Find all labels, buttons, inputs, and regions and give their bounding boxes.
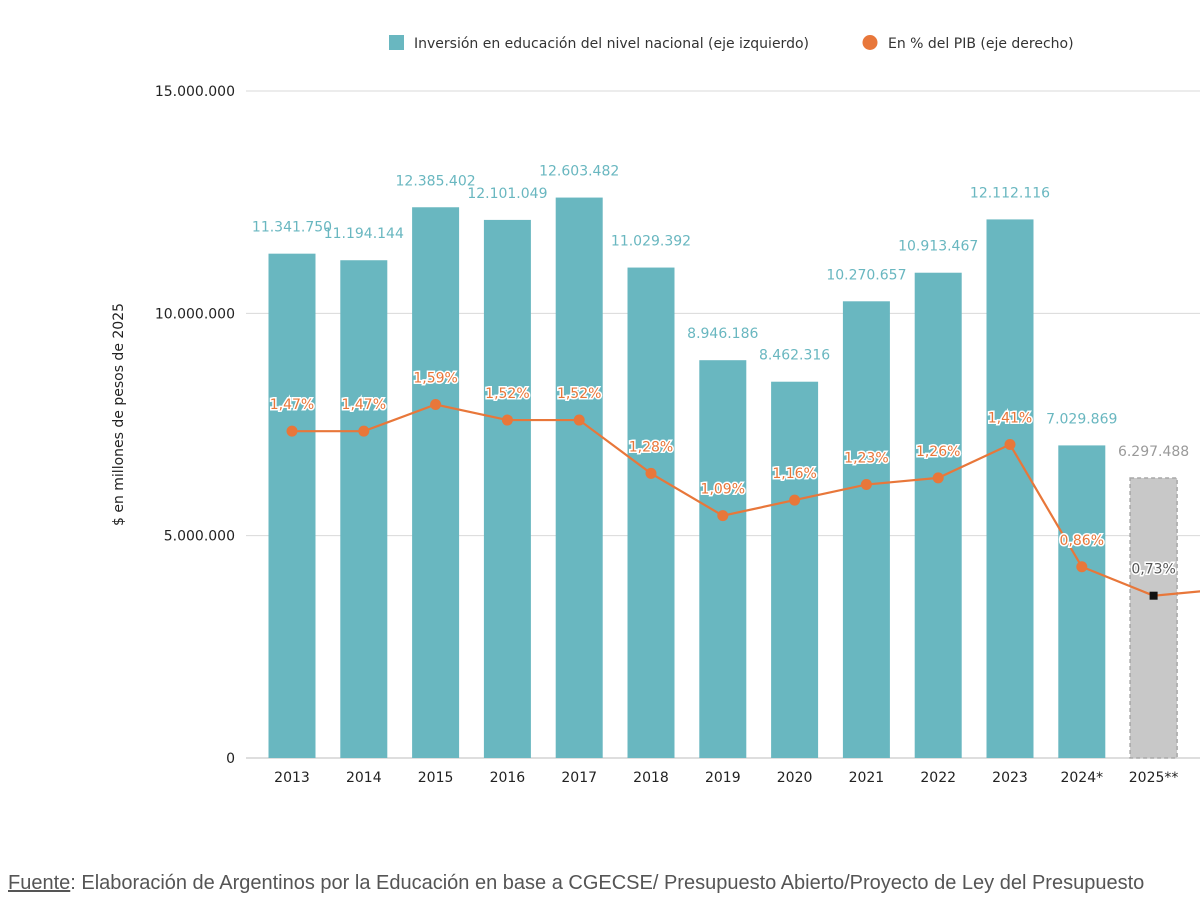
pib-label-2022: 1,26% <box>916 444 960 460</box>
bar-value-label-2018: 11.029.392 <box>611 234 691 250</box>
x-tick-label-2021: 2021 <box>849 770 885 786</box>
pib-point-2017 <box>573 414 585 426</box>
line-series <box>286 398 1200 600</box>
bar-value-label-2023: 12.112.116 <box>970 185 1050 201</box>
bar-2022 <box>914 272 962 758</box>
y-tick-label-2: 10.000.000 <box>155 306 235 322</box>
pib-label-2025: 0,73% <box>1131 562 1175 578</box>
pib-point-2014 <box>358 425 370 437</box>
bar-2018 <box>627 267 675 758</box>
y-tick-label-1: 5.000.000 <box>164 529 235 545</box>
bar-2014 <box>340 260 388 758</box>
bar-value-label-2019: 8.946.186 <box>687 326 758 342</box>
pib-point-2025 <box>1149 591 1158 600</box>
x-tick-label-2014: 2014 <box>346 770 382 786</box>
y-tick-label-0: 0 <box>226 751 235 767</box>
x-tick-label-2018: 2018 <box>633 770 669 786</box>
source-label: Fuente <box>8 872 71 894</box>
pib-point-2022 <box>932 472 944 484</box>
pib-point-2018 <box>645 467 657 479</box>
legend-swatch-inversion <box>389 35 404 50</box>
x-tick-label-2013: 2013 <box>274 770 310 786</box>
bar-2016 <box>483 219 531 759</box>
pib-point-2021 <box>860 479 872 491</box>
pib-line <box>292 403 1200 597</box>
pib-point-2023 <box>1004 439 1016 451</box>
pib-label-2015: 1,59% <box>413 370 457 386</box>
pib-label-2021: 1,23% <box>844 451 888 467</box>
bar-2020 <box>771 381 819 758</box>
pib-point-2016 <box>501 414 513 426</box>
bar-2017 <box>555 197 603 758</box>
bar-value-label-2022: 10.913.467 <box>898 239 978 255</box>
bar-2024 <box>1058 445 1106 758</box>
x-tick-label-2022: 2022 <box>920 770 956 786</box>
bar-2023 <box>986 219 1034 759</box>
pib-point-2020 <box>789 494 801 506</box>
bar-series <box>268 197 1178 759</box>
legend-label-pib: En % del PIB (eje derecho) <box>888 36 1074 52</box>
pib-label-2023: 1,41% <box>988 411 1032 427</box>
bar-2019 <box>699 360 747 758</box>
y-tick-label-3: 15.000.000 <box>155 84 235 100</box>
pib-label-2020: 1,16% <box>772 466 816 482</box>
legend-label-inversion: Inversión en educación del nivel naciona… <box>414 36 809 52</box>
pib-label-2016: 1,52% <box>485 386 529 402</box>
pib-label-2013: 1,47% <box>270 397 314 413</box>
bar-value-label-2021: 10.270.657 <box>826 267 906 283</box>
bar-value-label-2015: 12.385.402 <box>396 173 476 189</box>
x-tick-label-2024: 2024* <box>1060 770 1103 786</box>
x-tick-label-2019: 2019 <box>705 770 741 786</box>
pib-point-2015 <box>430 398 442 410</box>
bar-value-label-2014: 11.194.144 <box>324 226 404 242</box>
bar-2025 <box>1129 477 1178 759</box>
bar-value-label-2017: 12.603.482 <box>539 164 619 180</box>
bar-value-label-2020: 8.462.316 <box>759 348 830 364</box>
bar-2013 <box>268 253 316 759</box>
pib-point-2024 <box>1076 561 1088 573</box>
pib-point-2019 <box>717 510 729 522</box>
bar-value-label-2013: 11.341.750 <box>252 220 332 236</box>
bar-value-label-2016: 12.101.049 <box>467 186 547 202</box>
bar-2021 <box>842 301 890 758</box>
pib-label-2018: 1,28% <box>629 439 673 455</box>
pib-label-2024: 0,86% <box>1060 533 1104 549</box>
legend: Inversión en educación del nivel naciona… <box>389 35 1074 52</box>
pib-label-2017: 1,52% <box>557 386 601 402</box>
legend-swatch-pib <box>862 35 878 50</box>
y-axis-label: $ en millones de pesos de 2025 <box>111 303 127 526</box>
source-text: : Elaboración de Argentinos por la Educa… <box>70 872 1145 894</box>
x-tick-label-2015: 2015 <box>418 770 454 786</box>
bar-value-label-2025: 6.297.488 <box>1118 444 1189 460</box>
bar-value-label-2024: 7.029.869 <box>1046 411 1117 427</box>
pib-label-2019: 1,09% <box>701 482 745 498</box>
axes: 0 5.000.000 10.000.000 15.000.000 $ en millo… <box>111 84 1179 786</box>
x-tick-label-2020: 2020 <box>777 770 813 786</box>
pib-label-2014: 1,47% <box>342 397 386 413</box>
bar-2015 <box>412 207 460 758</box>
x-tick-label-2025: 2025** <box>1129 770 1179 786</box>
source-note: Fuente: Elaboración de Argentinos por la… <box>8 872 1200 895</box>
x-tick-label-2017: 2017 <box>561 770 597 786</box>
pib-point-2013 <box>286 425 298 437</box>
x-tick-label-2023: 2023 <box>992 770 1028 786</box>
x-tick-label-2016: 2016 <box>490 770 526 786</box>
